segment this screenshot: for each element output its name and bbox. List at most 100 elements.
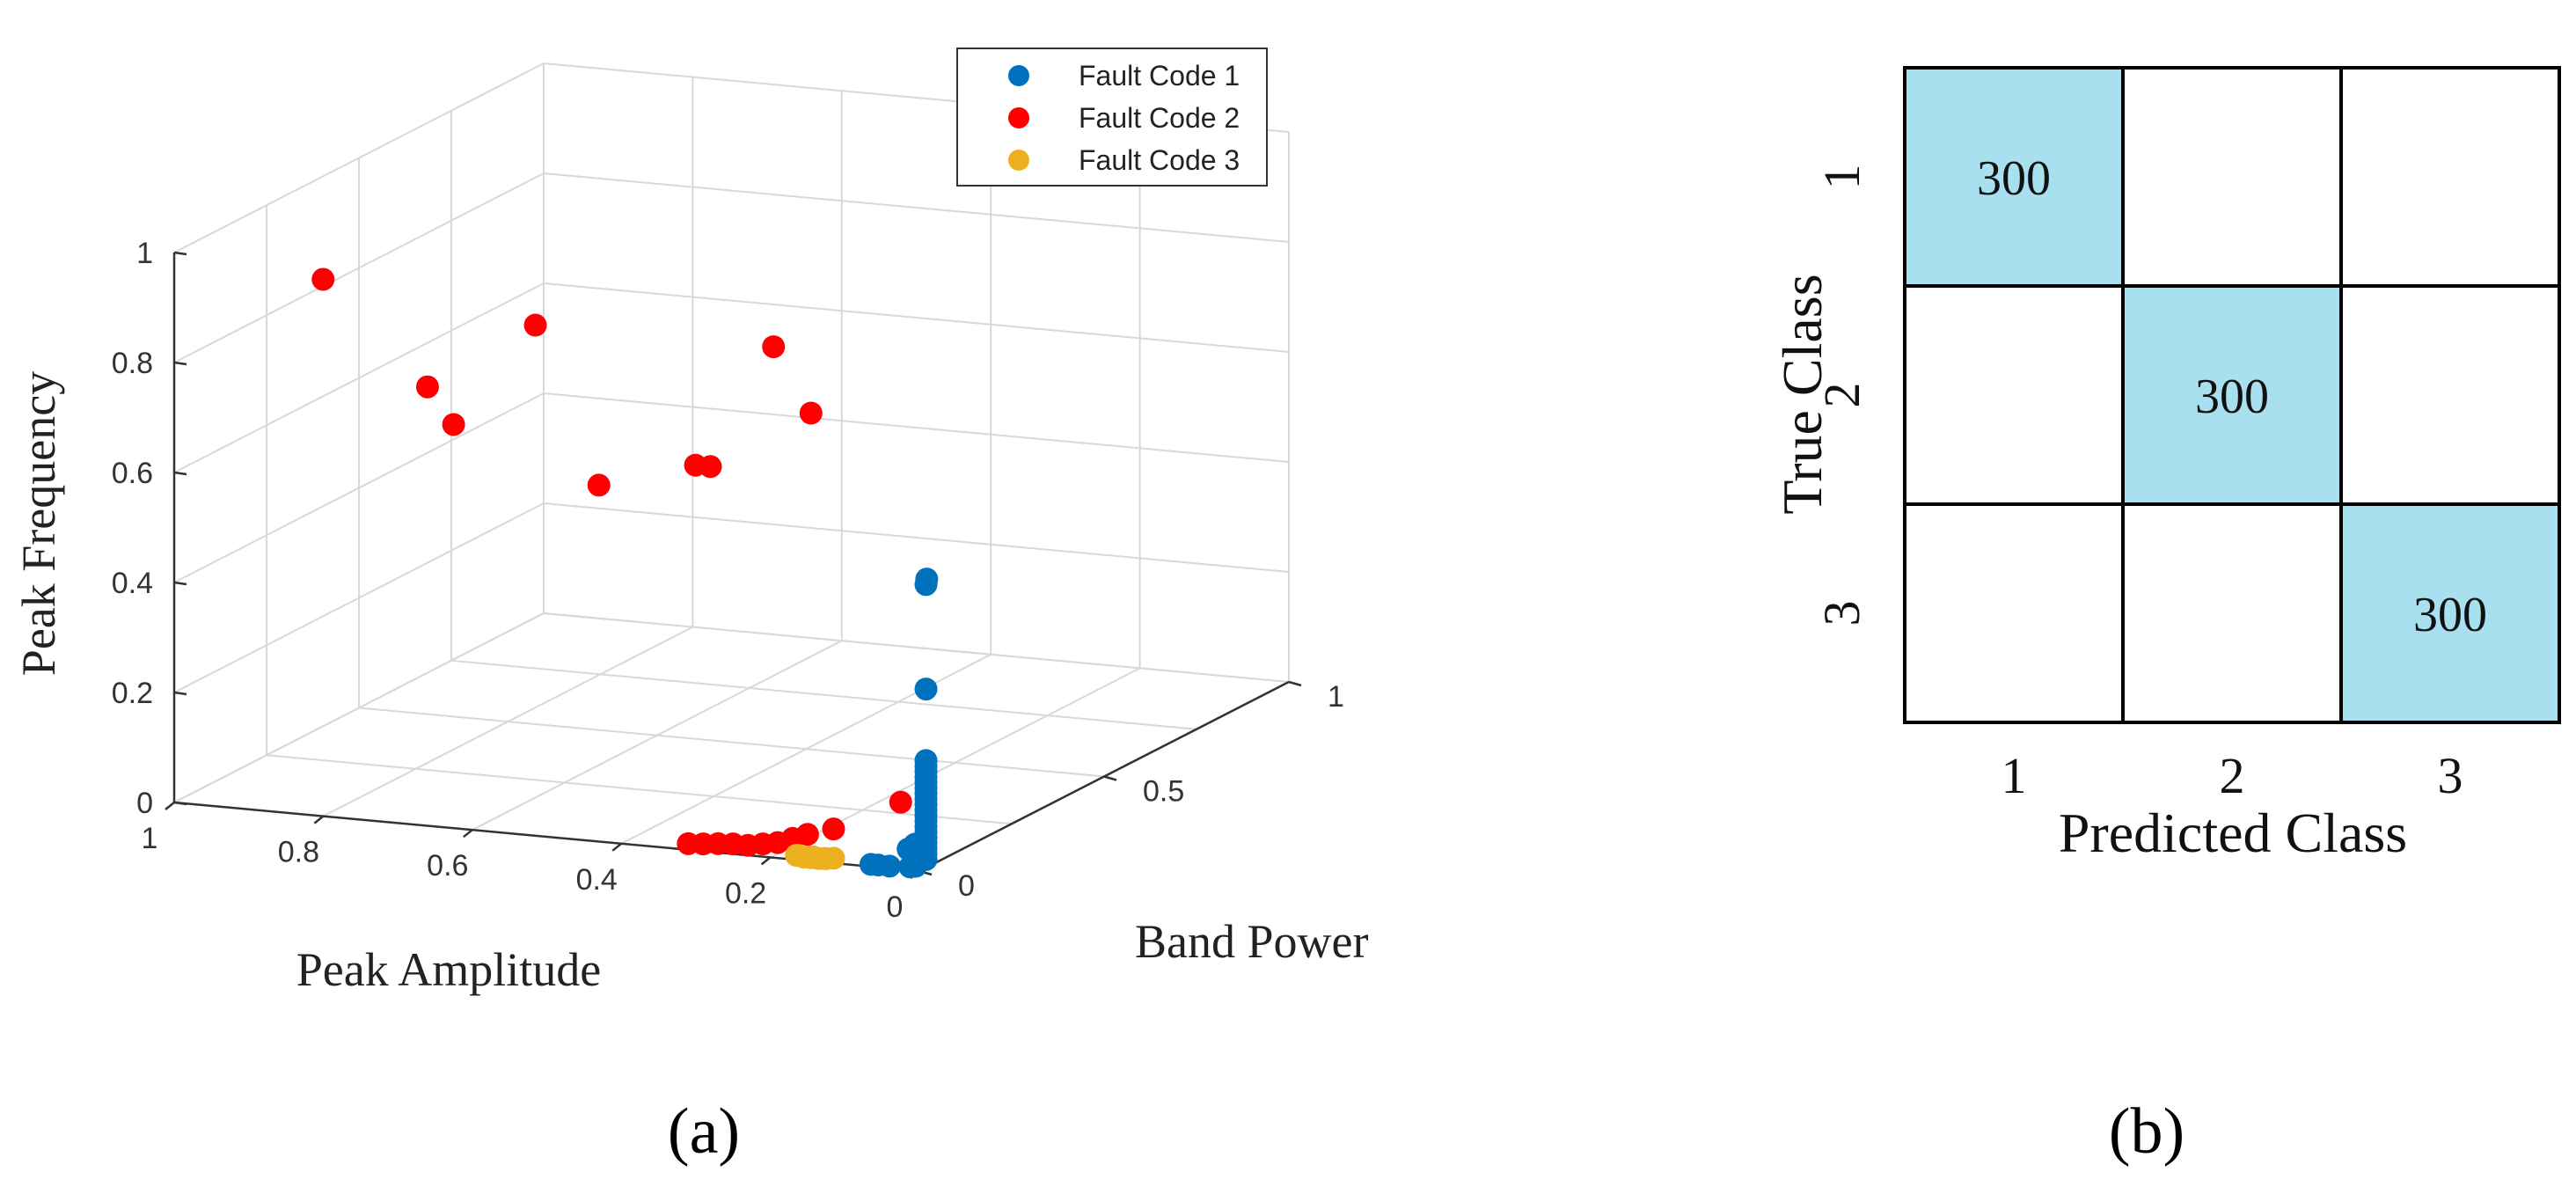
legend-marker (1008, 107, 1029, 128)
z-tick-mark (173, 691, 187, 696)
scatter-point-series-1 (914, 765, 938, 789)
x-tick-label: 0.4 (576, 863, 618, 897)
matrix-cell-value: 300 (2195, 370, 2269, 424)
matrix-cell (2339, 502, 2561, 724)
legend-marker (1008, 150, 1029, 171)
grid-line (173, 282, 545, 473)
predicted-tick-label: 2 (2220, 747, 2245, 804)
matrix-cell (2121, 502, 2343, 724)
grid-line (543, 392, 1290, 463)
x-tick-labels: 1 0.8 0.6 0.4 0.2 0 (142, 822, 904, 924)
z-tick-mark (173, 471, 187, 476)
scatter-point-series-2 (677, 831, 700, 855)
true-tick-label: 1 (1813, 165, 1870, 190)
z-axis-label: Peak Frequency (12, 371, 65, 676)
scatter-point-series-2 (415, 375, 439, 399)
z-tick-mark (173, 361, 187, 366)
z-tick-label: 0.2 (112, 677, 153, 710)
scatter-point-series-1 (898, 855, 922, 879)
panel-b-caption: (b) (2109, 1095, 2184, 1168)
y-tick-mark (1103, 775, 1117, 781)
matrix-cell-value: 300 (1977, 151, 2051, 206)
true-tick-labels: 1 2 3 (1813, 165, 1870, 626)
z-tick-labels: 0 0.2 0.4 0.6 0.8 1 (112, 237, 153, 820)
scatter-points (311, 267, 939, 879)
x-axis-label: Peak Amplitude (296, 943, 601, 996)
scatter-point-series-3 (787, 844, 810, 868)
scatter-point-series-2 (762, 335, 786, 359)
scatter-point-series-2 (587, 473, 611, 497)
z-tick-mark (173, 801, 187, 806)
predicted-tick-label: 1 (2002, 747, 2027, 804)
scatter-point-series-2 (799, 401, 823, 425)
legend-marker (1008, 65, 1029, 86)
grid-line (358, 707, 1105, 778)
predicted-tick-labels: 1 2 3 (2002, 747, 2463, 804)
grid-line (173, 392, 545, 583)
grid-line (543, 502, 1290, 573)
x-tick-label: 0 (887, 890, 904, 924)
true-class-label: True Class (1771, 274, 1833, 514)
scatter-point-series-2 (523, 313, 547, 337)
z-tick-mark (173, 581, 187, 586)
grid-line (543, 282, 1290, 353)
z-tick-label: 0 (136, 787, 153, 820)
predicted-class-label: Predicted Class (2059, 802, 2407, 864)
true-tick-label: 2 (1813, 383, 1870, 408)
matrix-cell (2121, 66, 2343, 288)
scatter-point-series-1 (859, 853, 882, 876)
scatter-3d-panel: 1 0.8 0.6 0.4 0.2 0 00.51 00.20.40.60.81 Peak… (12, 48, 1368, 1168)
x-tick-label: 0.2 (725, 876, 766, 910)
panel-a-caption: (a) (668, 1095, 740, 1168)
scatter-point-series-2 (889, 790, 912, 814)
true-tick-label: 3 (1813, 601, 1870, 626)
z-tick-label: 0.4 (112, 567, 153, 600)
legend-label: Fault Code 2 (1079, 102, 1240, 134)
x-tick-label: 0.6 (427, 849, 468, 883)
scatter-point-series-1 (914, 573, 938, 597)
x-tick-mark (165, 802, 175, 810)
predicted-tick-label: 3 (2438, 747, 2463, 804)
x-tick-mark (463, 829, 473, 839)
grid-line (543, 612, 1290, 683)
grid-line (173, 502, 545, 693)
grid-line (266, 754, 1013, 825)
legend: Fault Code 1 Fault Code 2 Fault Code 3 (956, 48, 1268, 187)
x-tick-mark (313, 815, 325, 824)
scatter-point-series-2 (442, 413, 465, 436)
y-tick-mark (1288, 680, 1302, 687)
legend-label: Fault Code 3 (1079, 144, 1240, 176)
y-tick-labels: 00.51 (958, 680, 1344, 903)
matrix-cell (2339, 66, 2561, 288)
matrix-cell (1903, 284, 2125, 506)
z-tick-label: 0.8 (112, 347, 153, 380)
grid-line (173, 172, 545, 363)
y-axis-label: Band Power (1135, 915, 1368, 968)
x-tick-label: 1 (142, 822, 158, 855)
x-tick-label: 0.8 (278, 836, 319, 869)
scatter-point-series-2 (699, 455, 722, 479)
scatter-point-series-1 (914, 678, 938, 701)
scatter-point-series-2 (822, 817, 845, 841)
axis-lines (165, 251, 1302, 879)
legend-label: Fault Code 1 (1079, 60, 1240, 92)
matrix-cell (2339, 284, 2561, 506)
matrix-cell (1903, 502, 2125, 724)
grid-line (450, 659, 1197, 730)
z-tick-mark (173, 251, 187, 256)
y-tick-label: 0.5 (1143, 775, 1184, 809)
y-tick-label: 1 (1328, 680, 1344, 714)
matrix-cells: 300 300 300 (1903, 66, 2561, 724)
z-tick-label: 0.6 (112, 457, 153, 490)
scatter-point-series-2 (311, 267, 335, 291)
z-tick-label: 1 (136, 237, 153, 270)
confusion-matrix-panel: 300 300 300 1 2 3 1 2 3 Predicted Class True C… (1771, 66, 2561, 1168)
grid-line (543, 172, 1290, 243)
grid-line (173, 612, 545, 803)
matrix-cell-value: 300 (2413, 588, 2487, 642)
y-tick-label: 0 (958, 869, 975, 903)
grid-line (173, 62, 545, 253)
x-tick-mark (611, 842, 622, 852)
x-tick-mark (760, 856, 772, 866)
